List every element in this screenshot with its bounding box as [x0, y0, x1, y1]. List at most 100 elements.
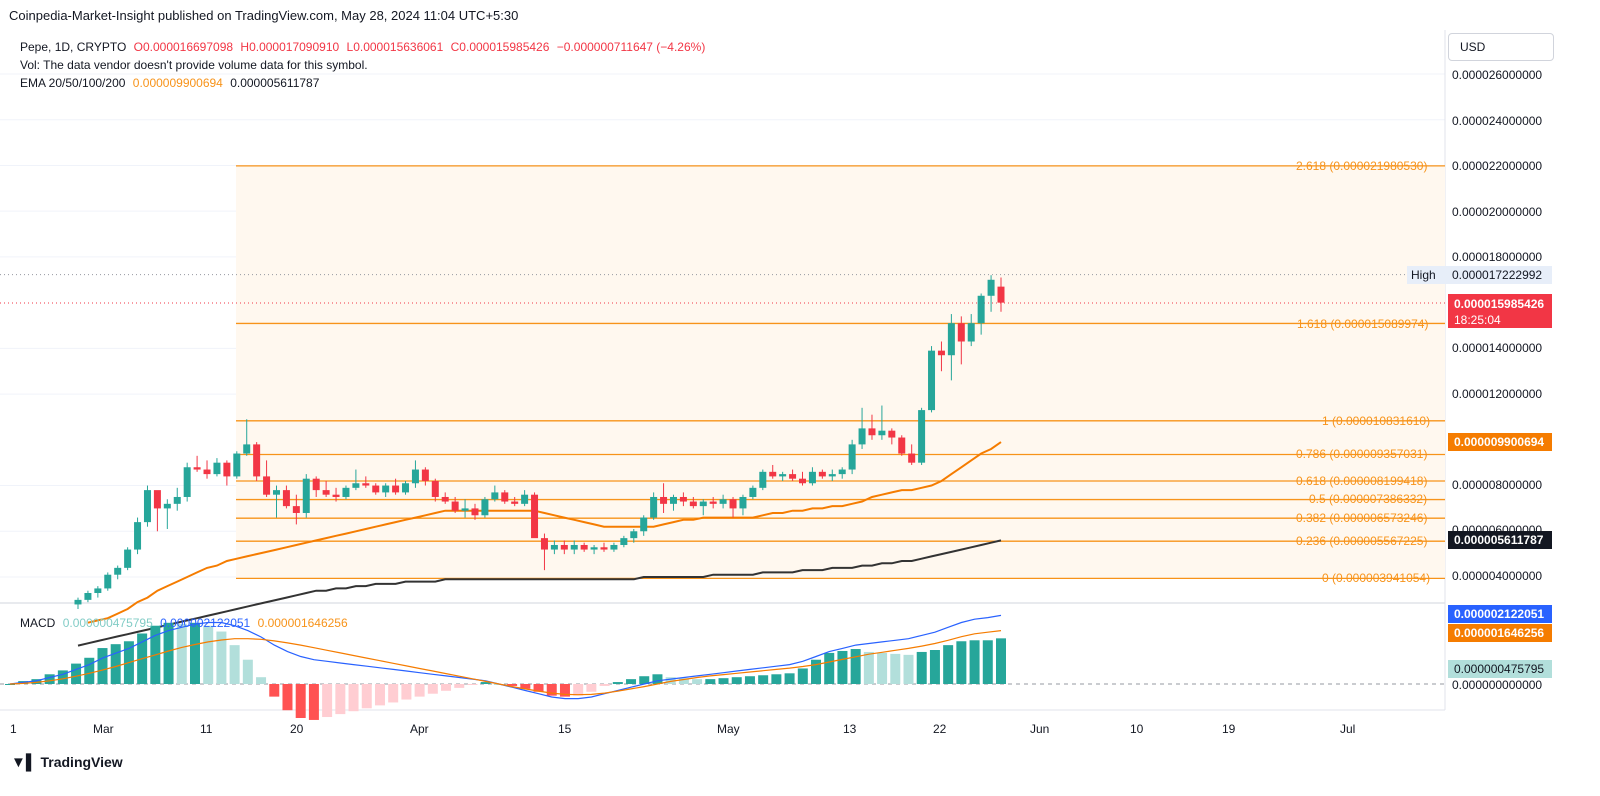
time-tick: 19 [1222, 722, 1236, 736]
macd-histogram-bar [996, 638, 1006, 684]
macd-histogram-bar [242, 659, 253, 684]
macd-zero-label: 0.000000000000 [1452, 678, 1543, 692]
candle-body [580, 544, 588, 550]
macd-histogram-bar [744, 676, 755, 684]
candle-body [302, 478, 310, 513]
candle-body [134, 522, 142, 550]
candle-body [332, 494, 340, 497]
candle-body [481, 499, 489, 516]
candle-body [272, 490, 280, 495]
macd-histogram-bar [480, 682, 491, 684]
tradingview-logo[interactable]: ▼▌ TradingView [11, 754, 123, 771]
macd-histogram-bar [784, 673, 795, 684]
price-tick: 0.000018000000 [1452, 250, 1543, 264]
ema-fast-line [87, 441, 1002, 624]
candle-body [818, 471, 826, 477]
macd-hist-tag: 0.000000475795 [1448, 660, 1552, 678]
macd-histogram-bar [163, 622, 174, 684]
ema-label: EMA 20/50/100/200 [20, 76, 126, 90]
macd-histogram-bar [969, 640, 980, 684]
ema-fast-tag: 0.000009900694 [1448, 433, 1552, 451]
high-marker-label: High 0.000017222992 [1407, 266, 1552, 284]
price-tick: 0.000022000000 [1452, 159, 1543, 173]
macd-histogram-bar [718, 678, 729, 684]
change-value: −0.000000711647 (−4.26%) [556, 40, 706, 54]
macd-histogram-bar [731, 677, 742, 684]
macd-histogram-bar [454, 684, 465, 688]
candle-body [868, 428, 876, 436]
candle-body [193, 467, 201, 470]
ema-fast-value: 0.000009900694 [132, 76, 223, 90]
macd-histogram-bar [229, 645, 240, 684]
ema-legend[interactable]: EMA 20/50/100/200 0.000009900694 0.00000… [20, 76, 323, 90]
macd-signal-value: 0.000001646256 [257, 616, 348, 630]
candle-body [838, 469, 846, 475]
macd-histogram-bar [176, 623, 187, 684]
price-tick: 0.000026000000 [1452, 68, 1543, 82]
macd-histogram-bar [256, 677, 267, 684]
macd-histogram-bar [57, 670, 68, 684]
macd-histogram-bar [758, 675, 769, 684]
macd-histogram-bar [414, 684, 425, 697]
macd-histogram-bar [982, 640, 993, 684]
macd-histogram-bar [269, 684, 280, 697]
macd-histogram-bar [797, 668, 808, 684]
candle-body [421, 469, 429, 481]
candle-body [858, 428, 866, 445]
fib-level-label: 1 (0.000010831610) [1322, 414, 1431, 428]
macd-signal-tag: 0.000001646256 [1448, 624, 1552, 642]
candle-body [461, 508, 469, 511]
macd-histogram-bar [5, 684, 15, 685]
candle-body [124, 549, 132, 568]
candle-body [550, 544, 558, 550]
macd-hist-value: 0.000000475795 [62, 616, 153, 630]
macd-histogram-bar [573, 684, 584, 696]
macd-histogram-bar [388, 684, 399, 703]
publish-credit: Coinpedia-Market-Insight published on Tr… [9, 8, 519, 23]
macd-histogram-bar [929, 650, 940, 684]
macd-histogram-bar [374, 684, 385, 706]
candle-body [669, 496, 677, 504]
macd-histogram-bar [705, 679, 716, 684]
fib-level-label: 1.618 (0.000015089974) [1297, 317, 1429, 331]
time-tick: 1 [10, 722, 17, 736]
candle-body [451, 501, 459, 511]
candle-body [521, 494, 529, 504]
candle-body [759, 471, 767, 488]
fib-level-label: 0.786 (0.000009357031) [1296, 447, 1428, 461]
fib-level-label: 2.618 (0.000021980530) [1296, 159, 1428, 173]
candle-body [779, 474, 787, 477]
candle-body [799, 478, 807, 484]
candle-body [143, 490, 151, 523]
macd-histogram-bar [441, 684, 452, 691]
candle-body [362, 483, 370, 486]
tradingview-mark-icon: ▼▌ [11, 754, 37, 771]
candle-body [74, 599, 82, 605]
candle-body [213, 462, 221, 475]
candle-body [640, 517, 648, 532]
symbol-label[interactable]: Pepe, 1D, CRYPTO [20, 40, 127, 54]
candle-body [94, 588, 102, 594]
macd-histogram-bar [639, 676, 650, 684]
candle-body [848, 444, 856, 470]
brand-name: TradingView [40, 754, 123, 770]
ohlc-legend: Pepe, 1D, CRYPTO O0.000016697098 H0.0000… [20, 40, 709, 54]
macd-legend[interactable]: MACD 0.000000475795 0.000002122051 0.000… [20, 616, 352, 630]
candle-body [233, 453, 241, 477]
candle-body [699, 501, 707, 507]
time-tick: 10 [1130, 722, 1144, 736]
time-tick: 13 [843, 722, 857, 736]
candle-body [411, 469, 419, 484]
high-value: H0.000017090910 [240, 40, 340, 54]
fib-level-label: 0 (0.000003941054) [1322, 571, 1431, 585]
candle-body [263, 476, 271, 495]
time-tick: 11 [200, 722, 213, 736]
macd-histogram-bar [890, 653, 901, 684]
macd-histogram-bar [533, 684, 544, 692]
time-tick: Apr [410, 722, 429, 736]
macd-histogram-bar [956, 641, 967, 684]
currency-button[interactable]: USD [1448, 33, 1554, 61]
macd-histogram-bar [427, 684, 438, 694]
ema-slow-line [77, 539, 1002, 647]
